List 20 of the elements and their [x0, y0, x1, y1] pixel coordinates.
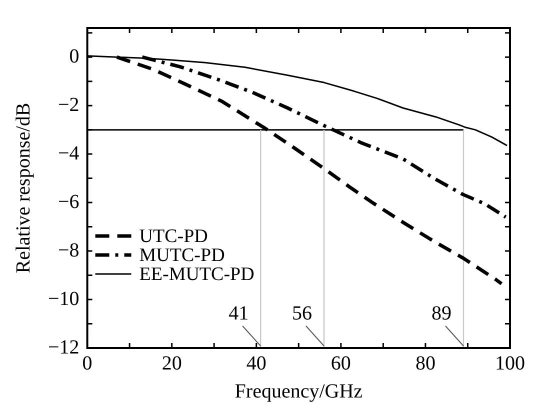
annotation: 89 [432, 302, 452, 324]
y-tick-label: −4 [58, 142, 80, 164]
y-tick-label: −12 [48, 336, 80, 358]
legend-label: MUTC-PD [139, 244, 225, 266]
x-tick-label: 20 [162, 352, 182, 374]
annotation: 56 [292, 302, 312, 324]
y-tick-label: −6 [58, 190, 80, 213]
x-tick-label: 40 [246, 352, 266, 374]
x-tick-label: 80 [415, 352, 436, 374]
y-tick-label: 0 [69, 45, 80, 68]
y-axis-title: Relative response/dB [12, 102, 34, 274]
y-tick-label: −8 [58, 239, 80, 262]
y-tick-label: −2 [58, 94, 80, 116]
y-tick-label: −10 [48, 288, 80, 310]
legend-label: EE-MUTC-PD [139, 264, 254, 285]
x-tick-label: 60 [330, 352, 351, 374]
annotation: 41 [228, 302, 249, 324]
legend-label: UTC-PD [139, 226, 208, 247]
x-axis-title: Frequency/GHz [234, 380, 363, 402]
x-tick-label: 100 [495, 352, 525, 374]
